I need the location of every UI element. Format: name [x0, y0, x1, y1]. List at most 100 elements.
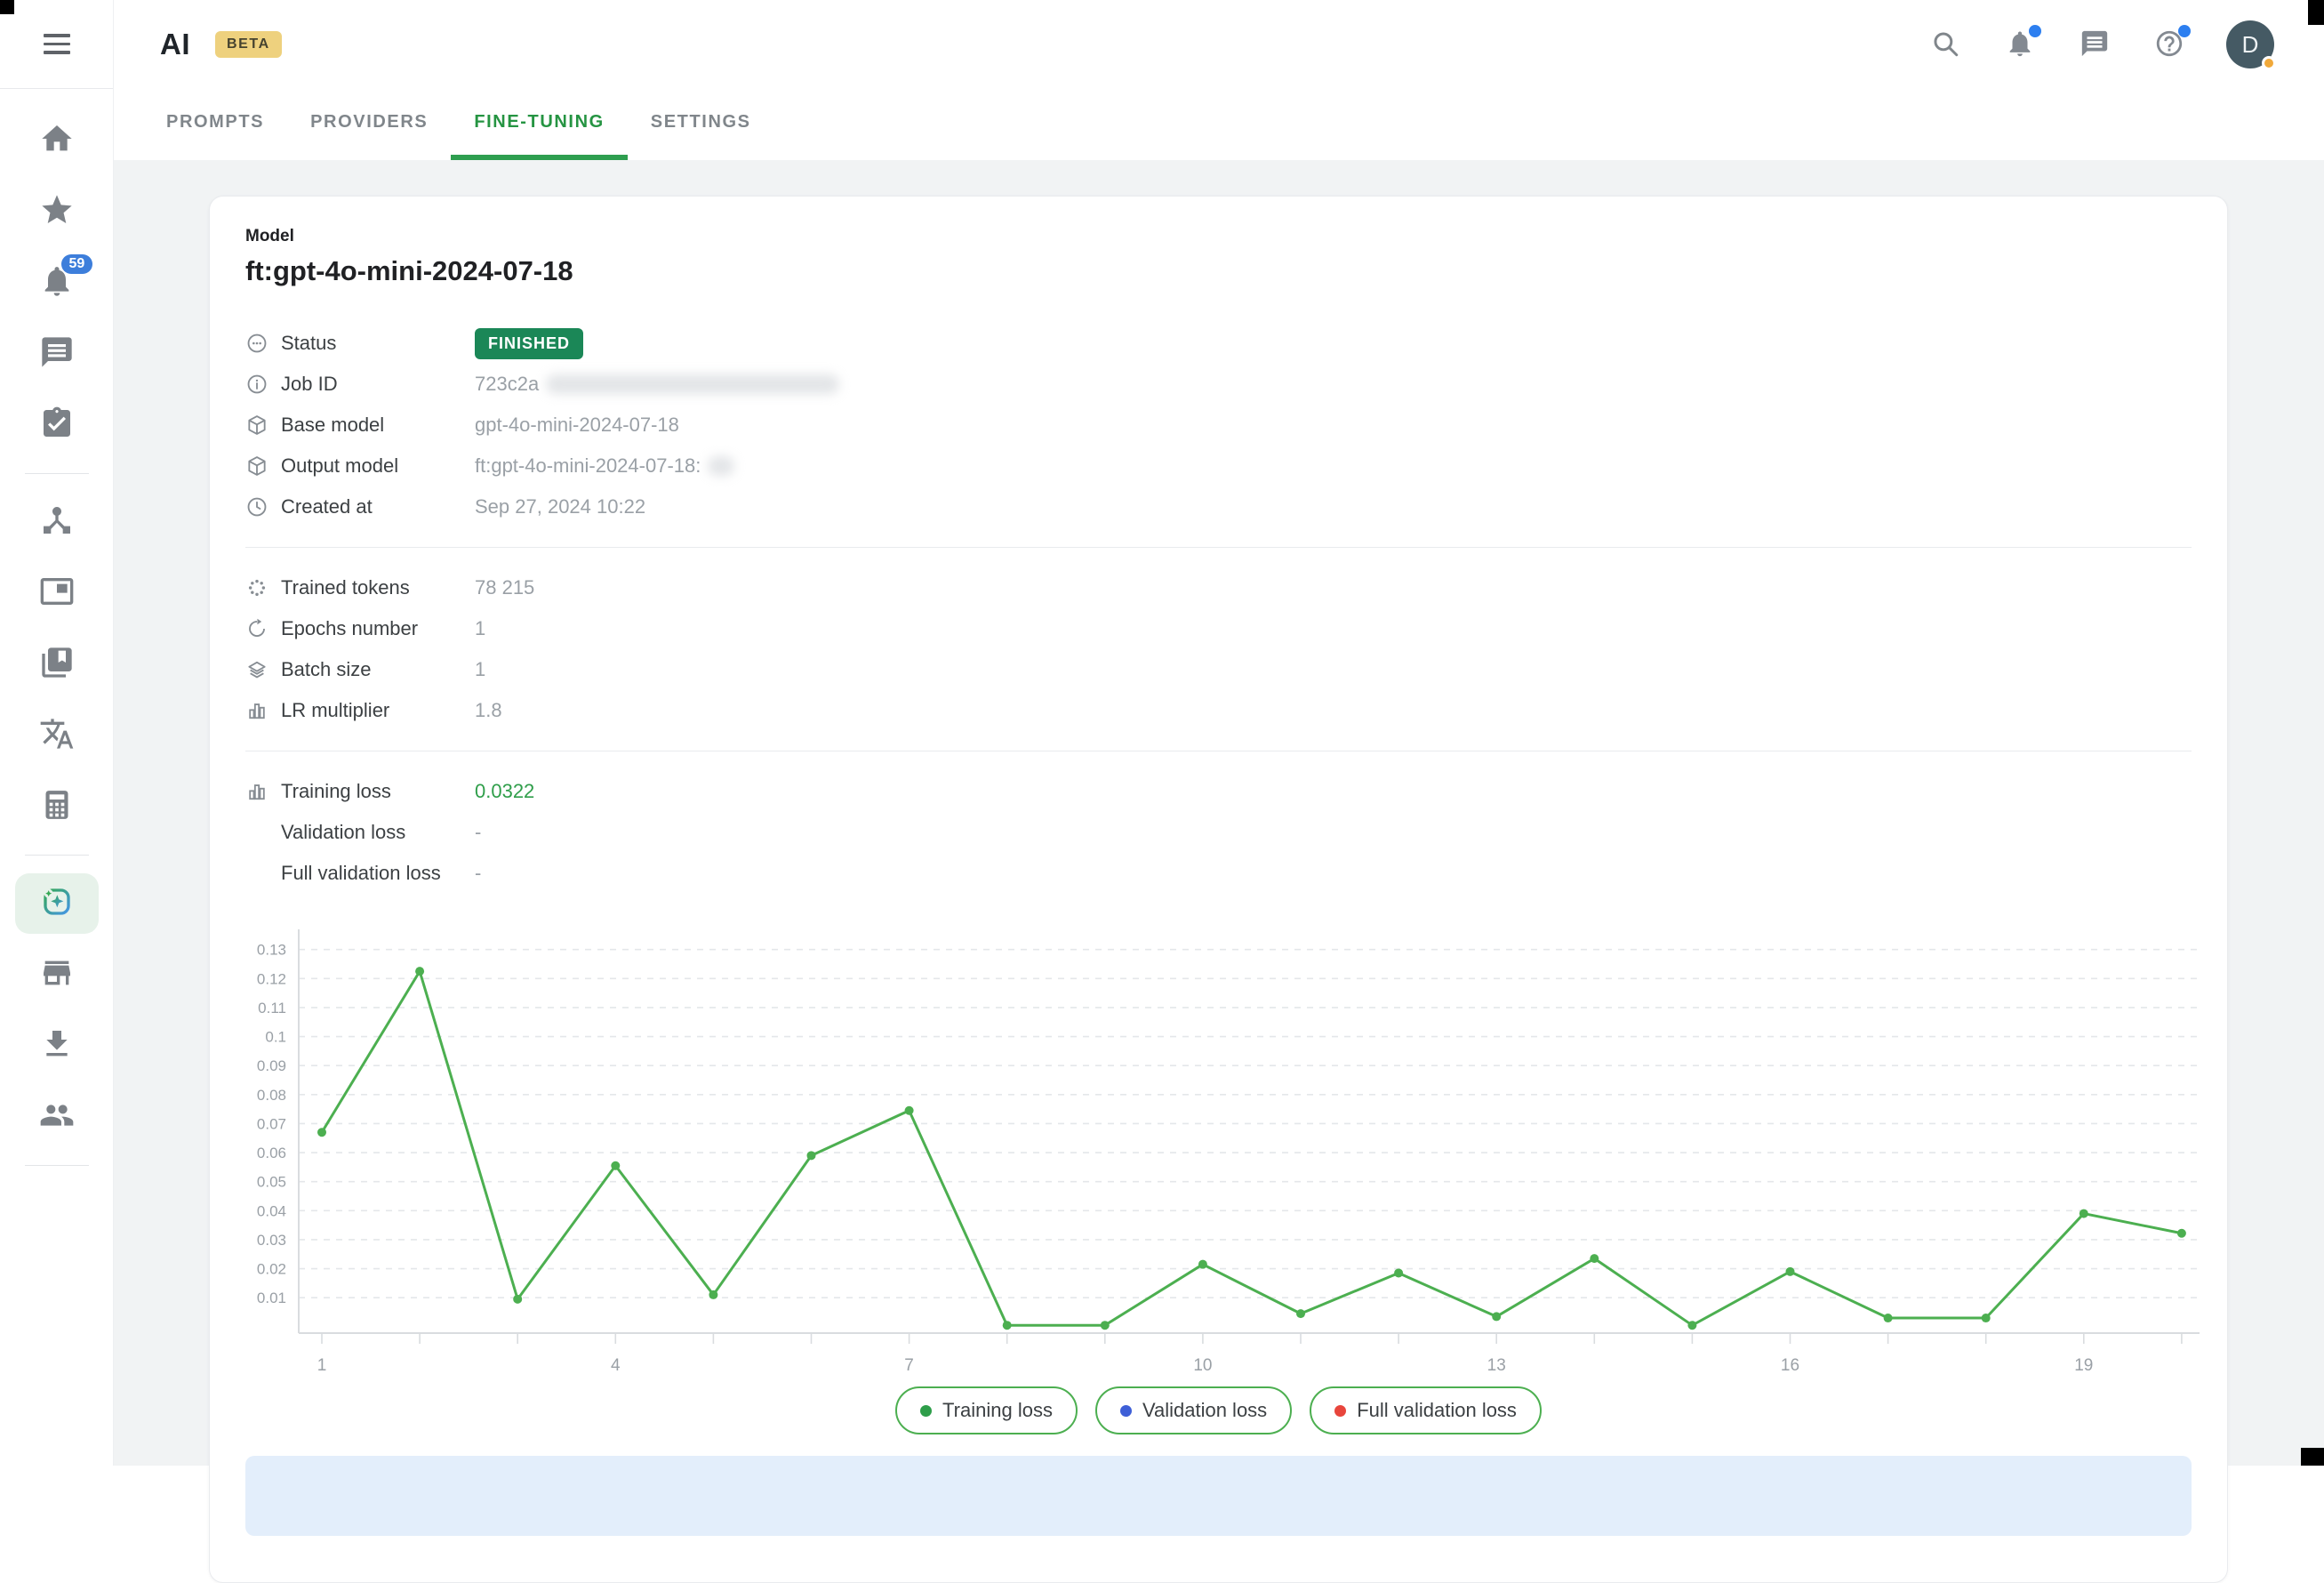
sidebar-item-panels[interactable] [15, 558, 99, 629]
star-icon [39, 192, 75, 232]
bar-chart-icon [245, 699, 268, 722]
bar-chart-icon [245, 780, 268, 803]
feedback-button[interactable] [2077, 27, 2112, 62]
svg-text:0.06: 0.06 [257, 1145, 286, 1161]
sidebar-divider [25, 855, 89, 856]
layers-icon [245, 658, 268, 681]
svg-text:0.12: 0.12 [257, 970, 286, 987]
sidebar-divider [25, 1165, 89, 1166]
legend-full-validation-loss[interactable]: Full validation loss [1310, 1386, 1542, 1434]
svg-text:19: 19 [2074, 1356, 2093, 1374]
legend-validation-loss[interactable]: Validation loss [1095, 1386, 1292, 1434]
sidebar-item-ai-fine-tuning[interactable] [15, 873, 99, 934]
legend-dot-blue [1120, 1405, 1132, 1417]
loss-label: Training loss [281, 780, 391, 803]
param-label: LR multiplier [281, 699, 389, 722]
svg-text:0.03: 0.03 [257, 1232, 286, 1249]
sidebar-item-notifications[interactable]: 59 [15, 247, 99, 318]
model-title: ft:gpt-4o-mini-2024-07-18 [245, 255, 2192, 287]
svg-text:0.08: 0.08 [257, 1087, 286, 1104]
home-icon [39, 121, 75, 161]
menu-icon[interactable] [36, 27, 77, 62]
icon-spacer [245, 821, 268, 844]
sidebar-item-store[interactable] [15, 939, 99, 1010]
tab-prompts[interactable]: PROMPTS [143, 89, 287, 160]
epochs-value: 1 [475, 617, 485, 640]
legend-dot-green [920, 1405, 932, 1417]
param-label: Epochs number [281, 617, 418, 640]
loss-row-training: Training loss 0.0322 [245, 771, 2192, 812]
svg-text:0.1: 0.1 [265, 1029, 286, 1046]
calculator-icon [39, 787, 75, 827]
sidebar-item-favorites[interactable] [15, 176, 99, 247]
avatar[interactable]: D [2226, 20, 2274, 68]
chat-icon [2080, 28, 2110, 61]
icon-spacer [245, 862, 268, 885]
legend-label: Training loss [942, 1399, 1053, 1422]
panel-icon [39, 574, 75, 614]
svg-text:0.11: 0.11 [258, 1000, 286, 1016]
param-label: Trained tokens [281, 576, 410, 599]
loss-label: Full validation loss [281, 862, 441, 885]
param-row-trained-tokens: Trained tokens 78 215 [245, 567, 2192, 608]
hub-icon [39, 502, 75, 542]
sidebar-item-calculator[interactable] [15, 771, 99, 842]
created-at-value: Sep 27, 2024 10:22 [475, 495, 645, 518]
tab-settings[interactable]: SETTINGS [628, 89, 774, 160]
ai-sparkle-icon [39, 884, 75, 924]
status-icon [245, 332, 268, 355]
detail-label: Created at [281, 495, 373, 518]
svg-text:10: 10 [1193, 1356, 1212, 1374]
download-icon [39, 1026, 75, 1066]
sidebar-item-home[interactable] [15, 105, 99, 176]
output-model-value: ft:gpt-4o-mini-2024-07-18: [475, 454, 701, 478]
notification-dot [2178, 25, 2191, 37]
lr-multiplier-value: 1.8 [475, 699, 502, 722]
tab-fine-tuning[interactable]: FINE-TUNING [451, 89, 627, 160]
screen-artifact-bottom-right [2301, 1448, 2324, 1466]
legend-label: Validation loss [1142, 1399, 1267, 1422]
tokens-icon [245, 576, 268, 599]
sidebar-item-tasks[interactable] [15, 390, 99, 461]
detail-row-created-at: Created at Sep 27, 2024 10:22 [245, 486, 2192, 527]
screen-artifact-top-left [0, 0, 14, 14]
help-button[interactable] [2152, 27, 2187, 62]
validation-loss-value: - [475, 821, 481, 844]
search-button[interactable] [1927, 27, 1963, 62]
svg-text:0.02: 0.02 [257, 1261, 286, 1278]
param-row-epochs: Epochs number 1 [245, 608, 2192, 649]
detail-row-status: Status FINISHED [245, 323, 2192, 364]
sidebar-item-downloads[interactable] [15, 1010, 99, 1081]
legend-training-loss[interactable]: Training loss [895, 1386, 1078, 1434]
tab-bar: PROMPTS PROVIDERS FINE-TUNING SETTINGS [114, 89, 2324, 160]
sidebar-item-messages[interactable] [15, 318, 99, 390]
section-divider [245, 547, 2192, 548]
screen-artifact-top-right [2308, 0, 2324, 25]
info-banner [245, 1456, 2192, 1536]
tab-providers[interactable]: PROVIDERS [287, 89, 451, 160]
status-badge: FINISHED [475, 328, 583, 359]
detail-label: Base model [281, 414, 384, 437]
svg-text:7: 7 [904, 1356, 914, 1374]
detail-label: Status [281, 332, 336, 355]
content-area: Model ft:gpt-4o-mini-2024-07-18 Status F… [114, 160, 2324, 1466]
full-validation-loss-value: - [475, 862, 481, 885]
epochs-icon [245, 617, 268, 640]
clock-icon [245, 495, 268, 518]
store-icon [39, 955, 75, 995]
sidebar-item-library[interactable] [15, 629, 99, 700]
sidebar-item-people[interactable] [15, 1081, 99, 1153]
sidebar-item-translate[interactable] [15, 700, 99, 771]
sidebar-item-workflows[interactable] [15, 486, 99, 558]
app-logo: AI [160, 28, 190, 61]
avatar-initial: D [2242, 31, 2259, 59]
loss-row-validation: Validation loss - [245, 812, 2192, 853]
sidebar: 59 [0, 0, 114, 1466]
notifications-button[interactable] [2002, 27, 2038, 62]
legend-dot-red [1334, 1405, 1346, 1417]
param-label: Batch size [281, 658, 372, 681]
svg-text:0.09: 0.09 [257, 1057, 286, 1074]
param-row-lr-multiplier: LR multiplier 1.8 [245, 690, 2192, 731]
chart-legend: Training loss Validation loss Full valid… [245, 1386, 2192, 1434]
clipboard-check-icon [39, 406, 75, 446]
